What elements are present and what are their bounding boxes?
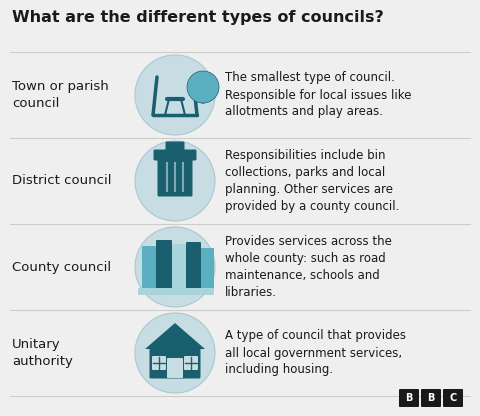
FancyBboxPatch shape bbox=[184, 356, 198, 370]
FancyBboxPatch shape bbox=[421, 389, 441, 407]
Text: Responsibilities include bin
collections, parks and local
planning. Other servic: Responsibilities include bin collections… bbox=[225, 149, 399, 213]
FancyBboxPatch shape bbox=[166, 141, 184, 151]
Text: District council: District council bbox=[12, 174, 111, 188]
Circle shape bbox=[187, 71, 219, 103]
Text: What are the different types of councils?: What are the different types of councils… bbox=[12, 10, 384, 25]
Polygon shape bbox=[145, 323, 205, 349]
Ellipse shape bbox=[135, 55, 215, 135]
Text: B: B bbox=[405, 393, 413, 403]
FancyBboxPatch shape bbox=[138, 288, 214, 295]
FancyBboxPatch shape bbox=[152, 356, 166, 370]
FancyBboxPatch shape bbox=[167, 358, 183, 378]
Text: A type of council that provides
all local government services,
including housing: A type of council that provides all loca… bbox=[225, 329, 406, 376]
FancyBboxPatch shape bbox=[186, 242, 201, 290]
FancyBboxPatch shape bbox=[443, 389, 463, 407]
FancyBboxPatch shape bbox=[154, 149, 196, 161]
FancyBboxPatch shape bbox=[157, 158, 192, 196]
Ellipse shape bbox=[135, 227, 215, 307]
Text: The smallest type of council.
Responsible for local issues like
allotments and p: The smallest type of council. Responsibl… bbox=[225, 72, 411, 119]
Ellipse shape bbox=[135, 141, 215, 221]
Text: County council: County council bbox=[12, 260, 111, 273]
Ellipse shape bbox=[135, 313, 215, 393]
FancyBboxPatch shape bbox=[201, 248, 214, 290]
Text: Town or parish
council: Town or parish council bbox=[12, 80, 109, 110]
Text: Provides services across the
whole county: such as road
maintenance, schools and: Provides services across the whole count… bbox=[225, 235, 392, 299]
Text: C: C bbox=[449, 393, 456, 403]
FancyBboxPatch shape bbox=[156, 240, 172, 290]
FancyBboxPatch shape bbox=[172, 244, 186, 290]
FancyBboxPatch shape bbox=[142, 246, 156, 290]
FancyBboxPatch shape bbox=[399, 389, 419, 407]
Text: Unitary
authority: Unitary authority bbox=[12, 338, 73, 368]
FancyBboxPatch shape bbox=[149, 347, 201, 379]
Text: B: B bbox=[427, 393, 435, 403]
